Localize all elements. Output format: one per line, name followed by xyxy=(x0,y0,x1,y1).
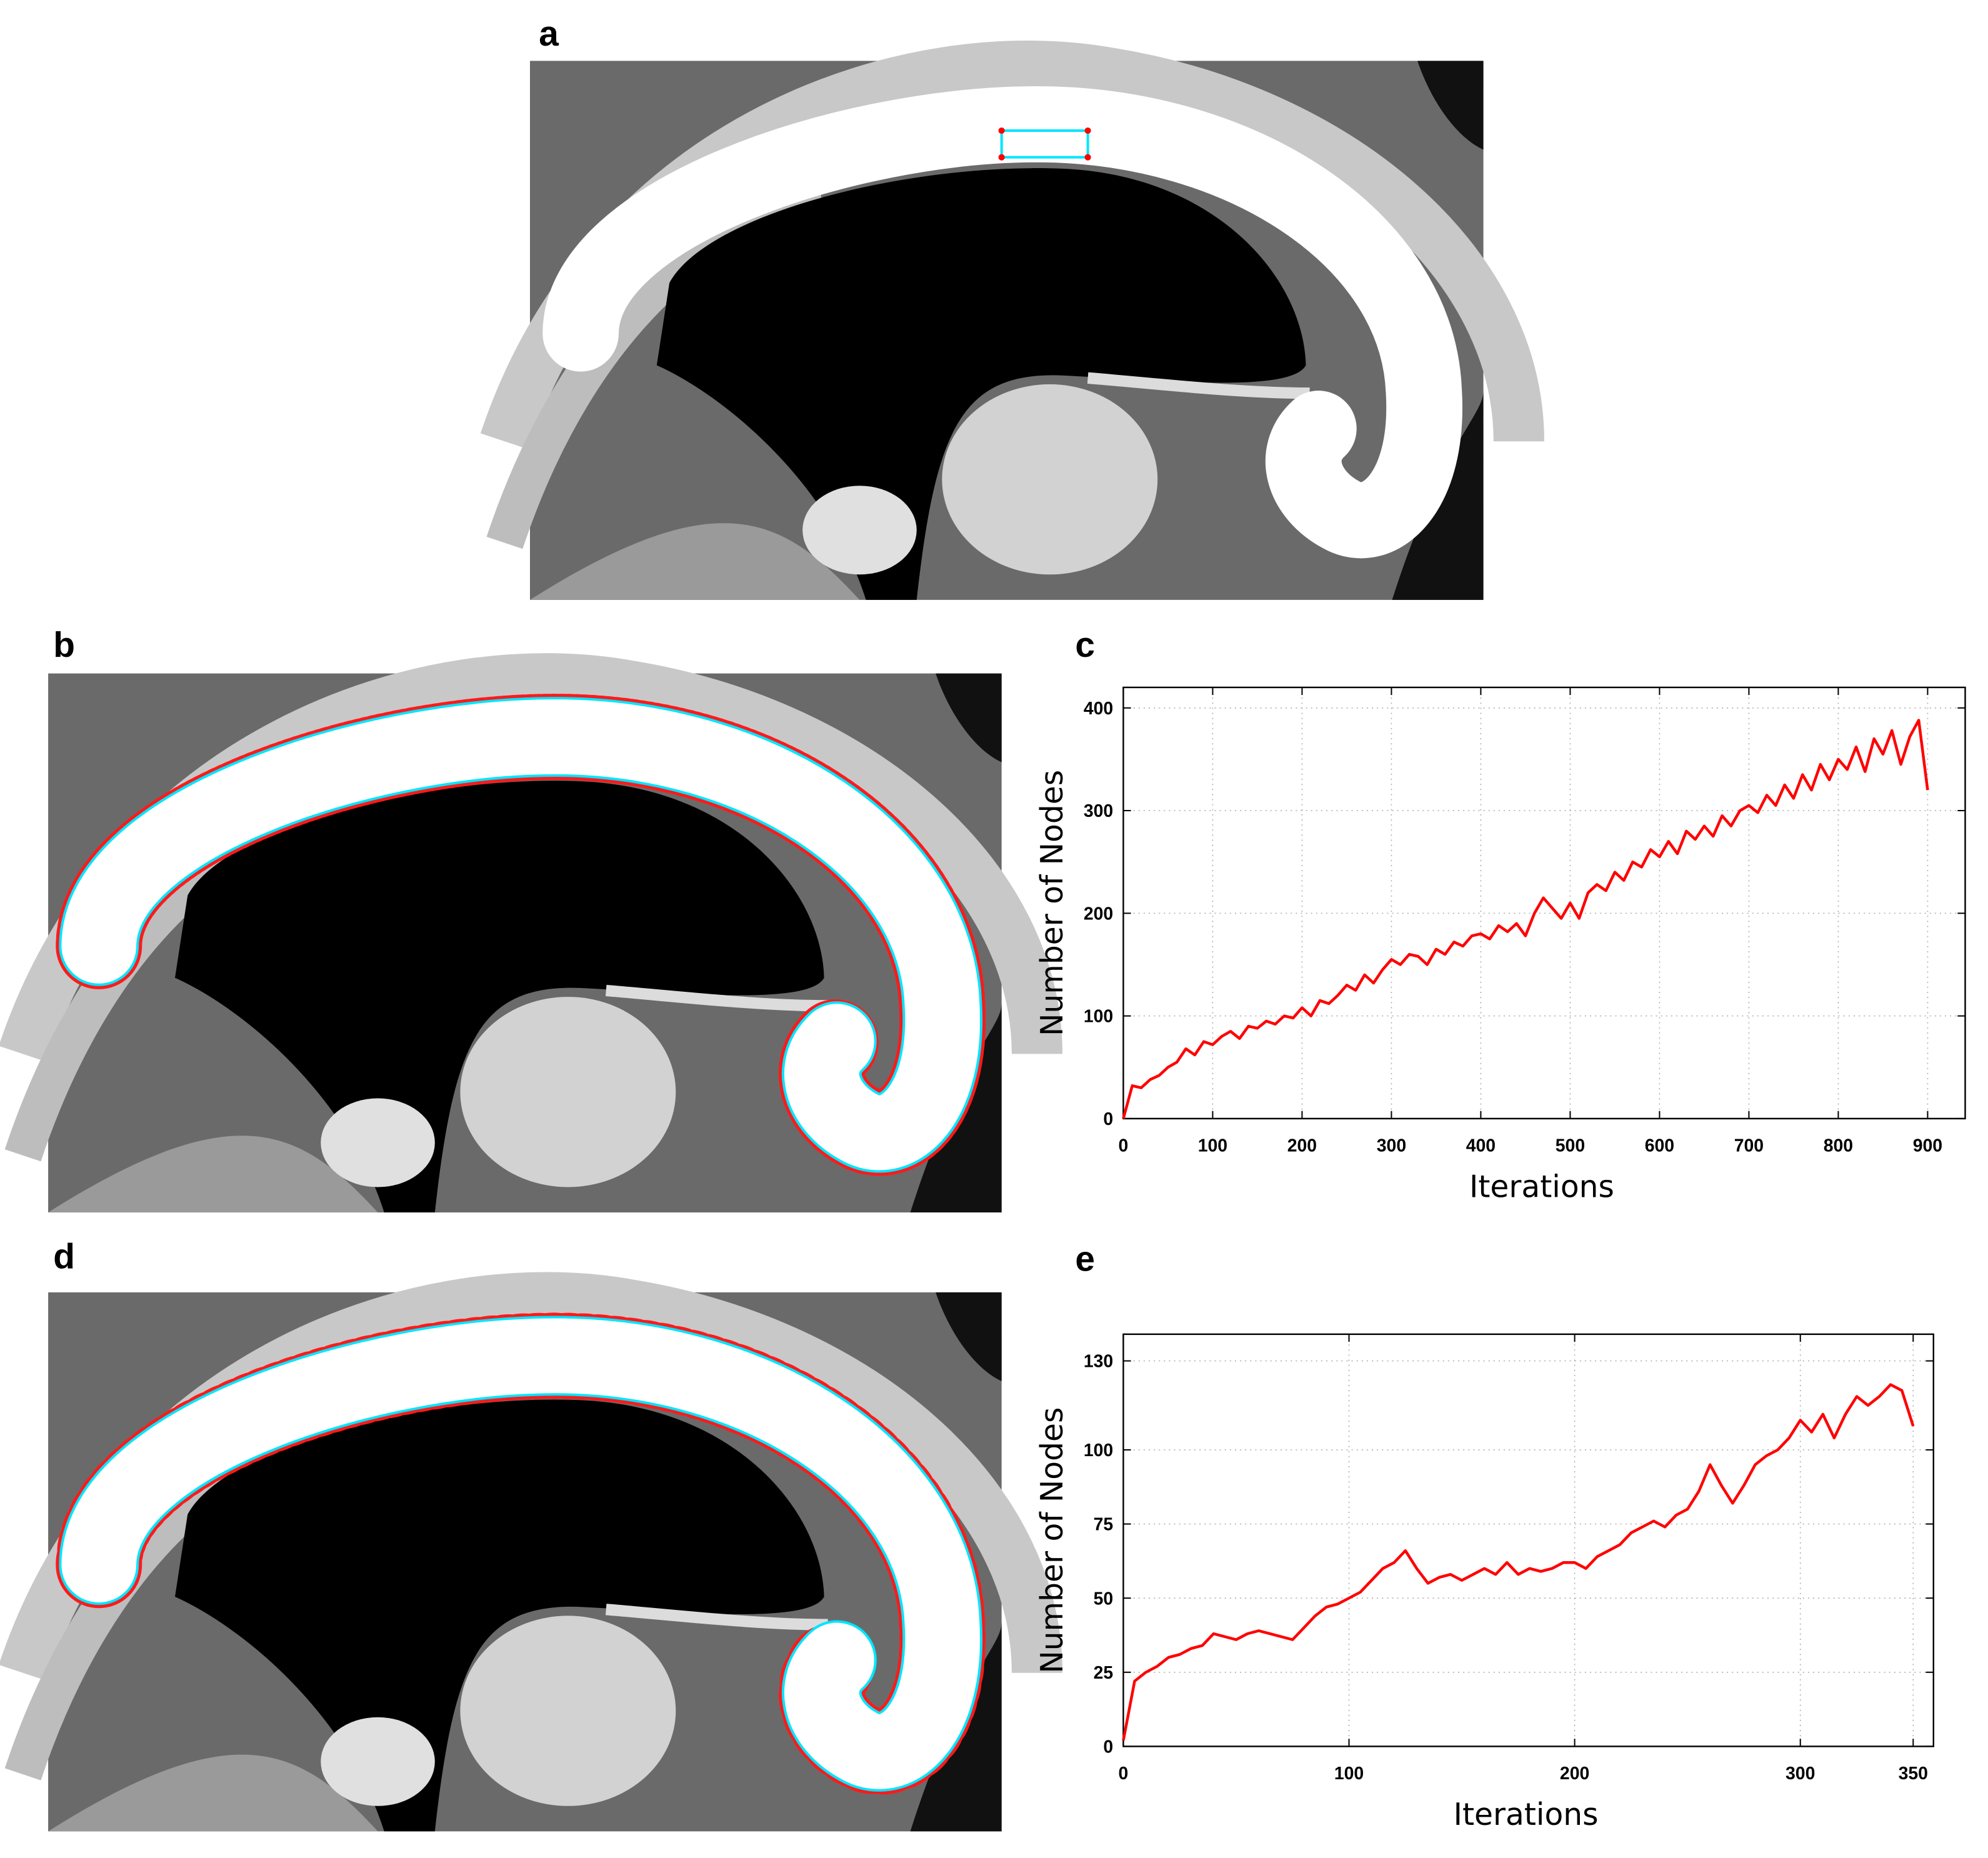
x-tick-label: 0 xyxy=(1119,1136,1129,1156)
line-chart: 0 25 50 75 100 130 0 100 200 300 350 Iterations Numb… xyxy=(1035,1333,1934,1832)
plot-frame xyxy=(1122,686,1966,1120)
x-tick-label: 400 xyxy=(1466,1136,1496,1156)
x-tick-label: 600 xyxy=(1645,1136,1674,1156)
y-axis-label: Number of Nodes xyxy=(1035,1407,1070,1674)
panel-label: e xyxy=(1075,1239,1095,1279)
x-tick-label: 900 xyxy=(1913,1136,1942,1156)
plot-frame xyxy=(1122,1333,1934,1747)
seed-node xyxy=(1084,127,1091,134)
x-tick-label: 500 xyxy=(1556,1136,1585,1156)
x-axis-label: Iterations xyxy=(1469,1170,1614,1205)
line-chart: 0 100 200 300 400 0 100 200 300 400 500 600 700 800 90… xyxy=(1035,686,1966,1205)
y-tick-label: 130 xyxy=(1084,1352,1113,1372)
image-panel-b xyxy=(23,674,1037,1212)
x-tick-label: 800 xyxy=(1824,1136,1853,1156)
x-tick-label: 700 xyxy=(1734,1136,1764,1156)
seed-node xyxy=(998,154,1005,161)
x-tick-label: 300 xyxy=(1786,1764,1815,1784)
image-panel-a xyxy=(504,61,1519,599)
y-tick-label: 50 xyxy=(1094,1589,1114,1609)
seed-node xyxy=(1084,154,1091,161)
x-tick-label: 200 xyxy=(1287,1136,1317,1156)
panel-label: a xyxy=(539,14,559,54)
x-axis-label: Iterations xyxy=(1454,1797,1599,1832)
x-tick-label: 300 xyxy=(1377,1136,1406,1156)
data-line xyxy=(1122,719,1929,1119)
panel-label: c xyxy=(1075,626,1095,665)
y-tick-label: 200 xyxy=(1084,904,1113,924)
x-tick-label: 200 xyxy=(1560,1764,1589,1784)
y-axis-label: Number of Nodes xyxy=(1035,770,1070,1036)
y-tick-label: 300 xyxy=(1084,801,1113,821)
panel-label: b xyxy=(53,626,75,665)
y-tick-label: 100 xyxy=(1084,1441,1113,1461)
y-tick-label: 75 xyxy=(1094,1515,1114,1535)
y-tick-label: 100 xyxy=(1084,1007,1113,1027)
y-tick-label: 0 xyxy=(1103,1737,1113,1757)
panel-label: d xyxy=(53,1237,75,1276)
x-tick-label: 0 xyxy=(1119,1764,1129,1784)
image-panel-d xyxy=(23,1292,1037,1831)
x-tick-label: 350 xyxy=(1899,1764,1928,1784)
x-tick-label: 100 xyxy=(1198,1136,1227,1156)
data-line xyxy=(1122,1383,1915,1741)
seed-rectangle xyxy=(1000,129,1089,159)
y-tick-label: 25 xyxy=(1094,1663,1114,1683)
x-tick-label: 100 xyxy=(1334,1764,1364,1784)
seed-node xyxy=(998,127,1005,134)
y-tick-label: 400 xyxy=(1084,699,1113,719)
y-tick-label: 0 xyxy=(1103,1109,1113,1129)
